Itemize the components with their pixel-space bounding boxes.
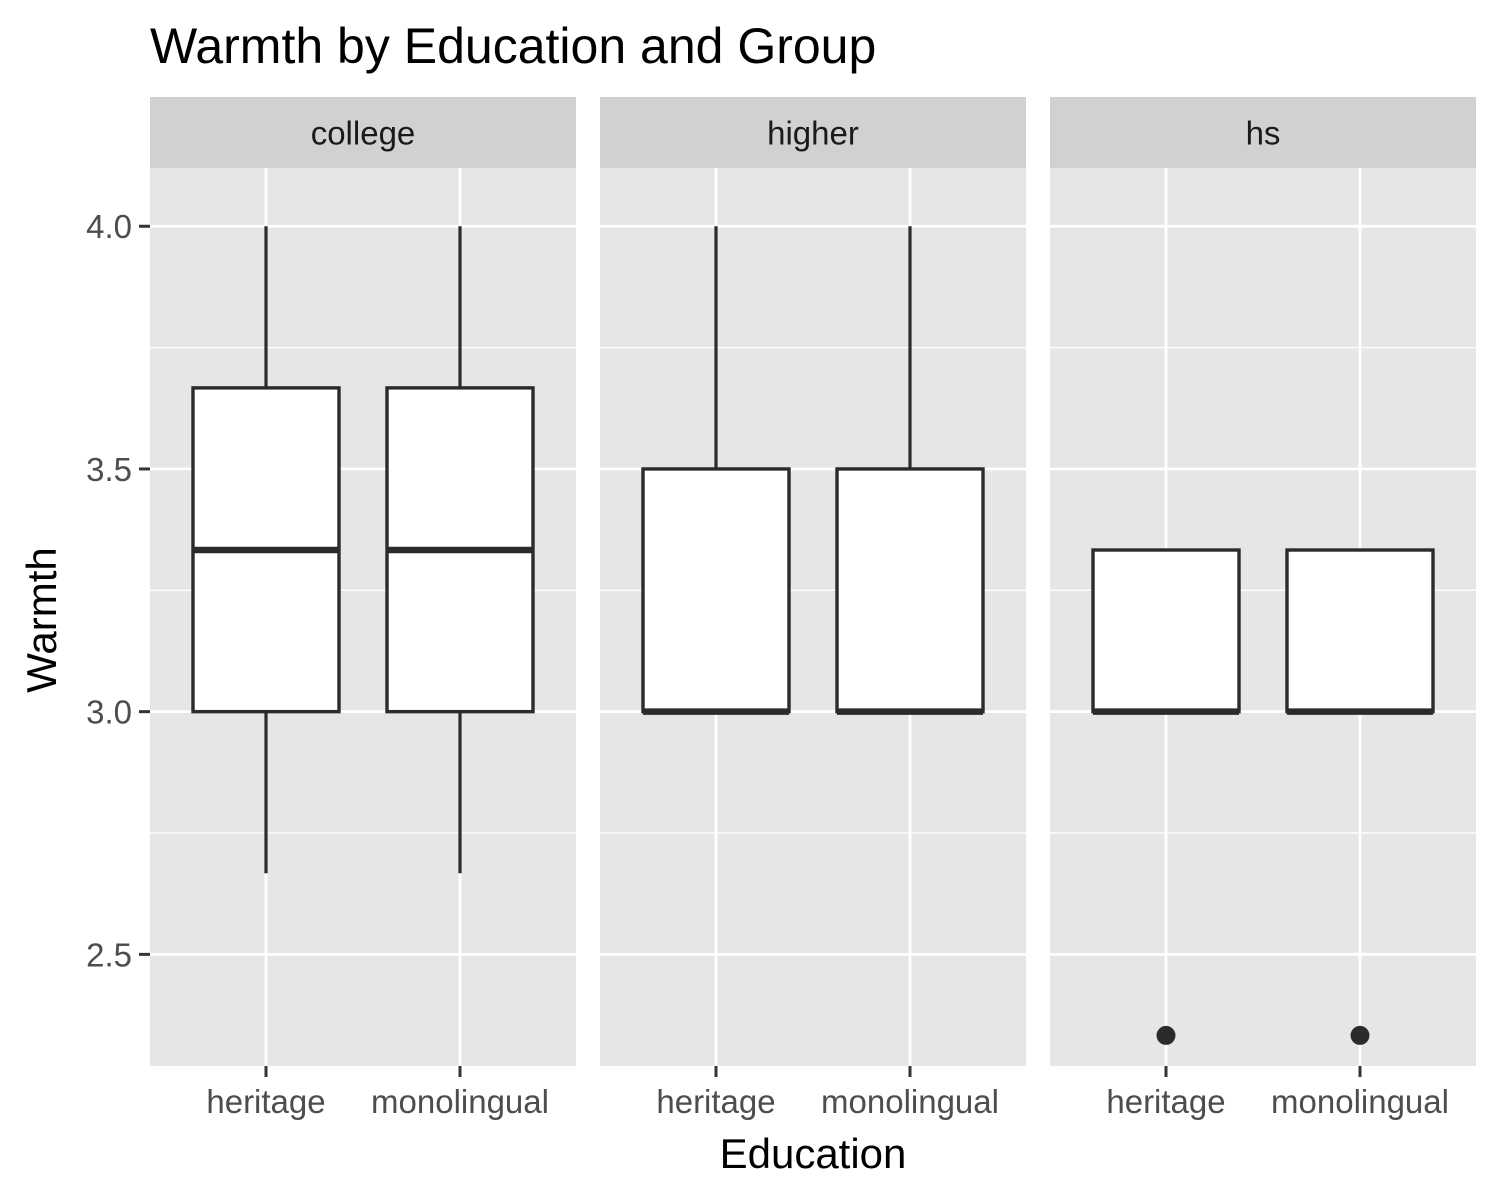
x-tick-label: heritage — [656, 1083, 775, 1120]
y-axis-title: Warmth — [18, 547, 65, 692]
x-axis-title: Education — [720, 1130, 907, 1177]
facet-strip — [150, 97, 576, 168]
box-iqr — [1285, 548, 1435, 714]
plot-area: college heritage monolingual higher heritage… — [86, 97, 1476, 1120]
chart-title: Warmth by Education and Group — [150, 18, 876, 74]
y-tick-label: 3.5 — [86, 451, 132, 488]
outlier-point — [1350, 1025, 1370, 1045]
x-tick-label: heritage — [206, 1083, 325, 1120]
x-tick-label: monolingual — [821, 1083, 999, 1120]
y-tick-label: 4.0 — [86, 208, 132, 245]
facet-strip — [1050, 97, 1476, 168]
box-iqr — [641, 467, 791, 714]
facet-strip-label: higher — [767, 115, 859, 152]
outlier-point — [1156, 1025, 1176, 1045]
facet-strip — [600, 97, 1026, 168]
x-tick-label: heritage — [1106, 1083, 1225, 1120]
box-iqr — [1091, 548, 1241, 714]
facet-strip-label: hs — [1246, 115, 1281, 152]
box-iqr — [835, 467, 985, 714]
facet-strip-label: college — [311, 115, 416, 152]
y-tick-label: 3.0 — [86, 694, 132, 731]
x-tick-label: monolingual — [1271, 1083, 1449, 1120]
y-tick-label: 2.5 — [86, 936, 132, 973]
x-tick-label: monolingual — [371, 1083, 549, 1120]
